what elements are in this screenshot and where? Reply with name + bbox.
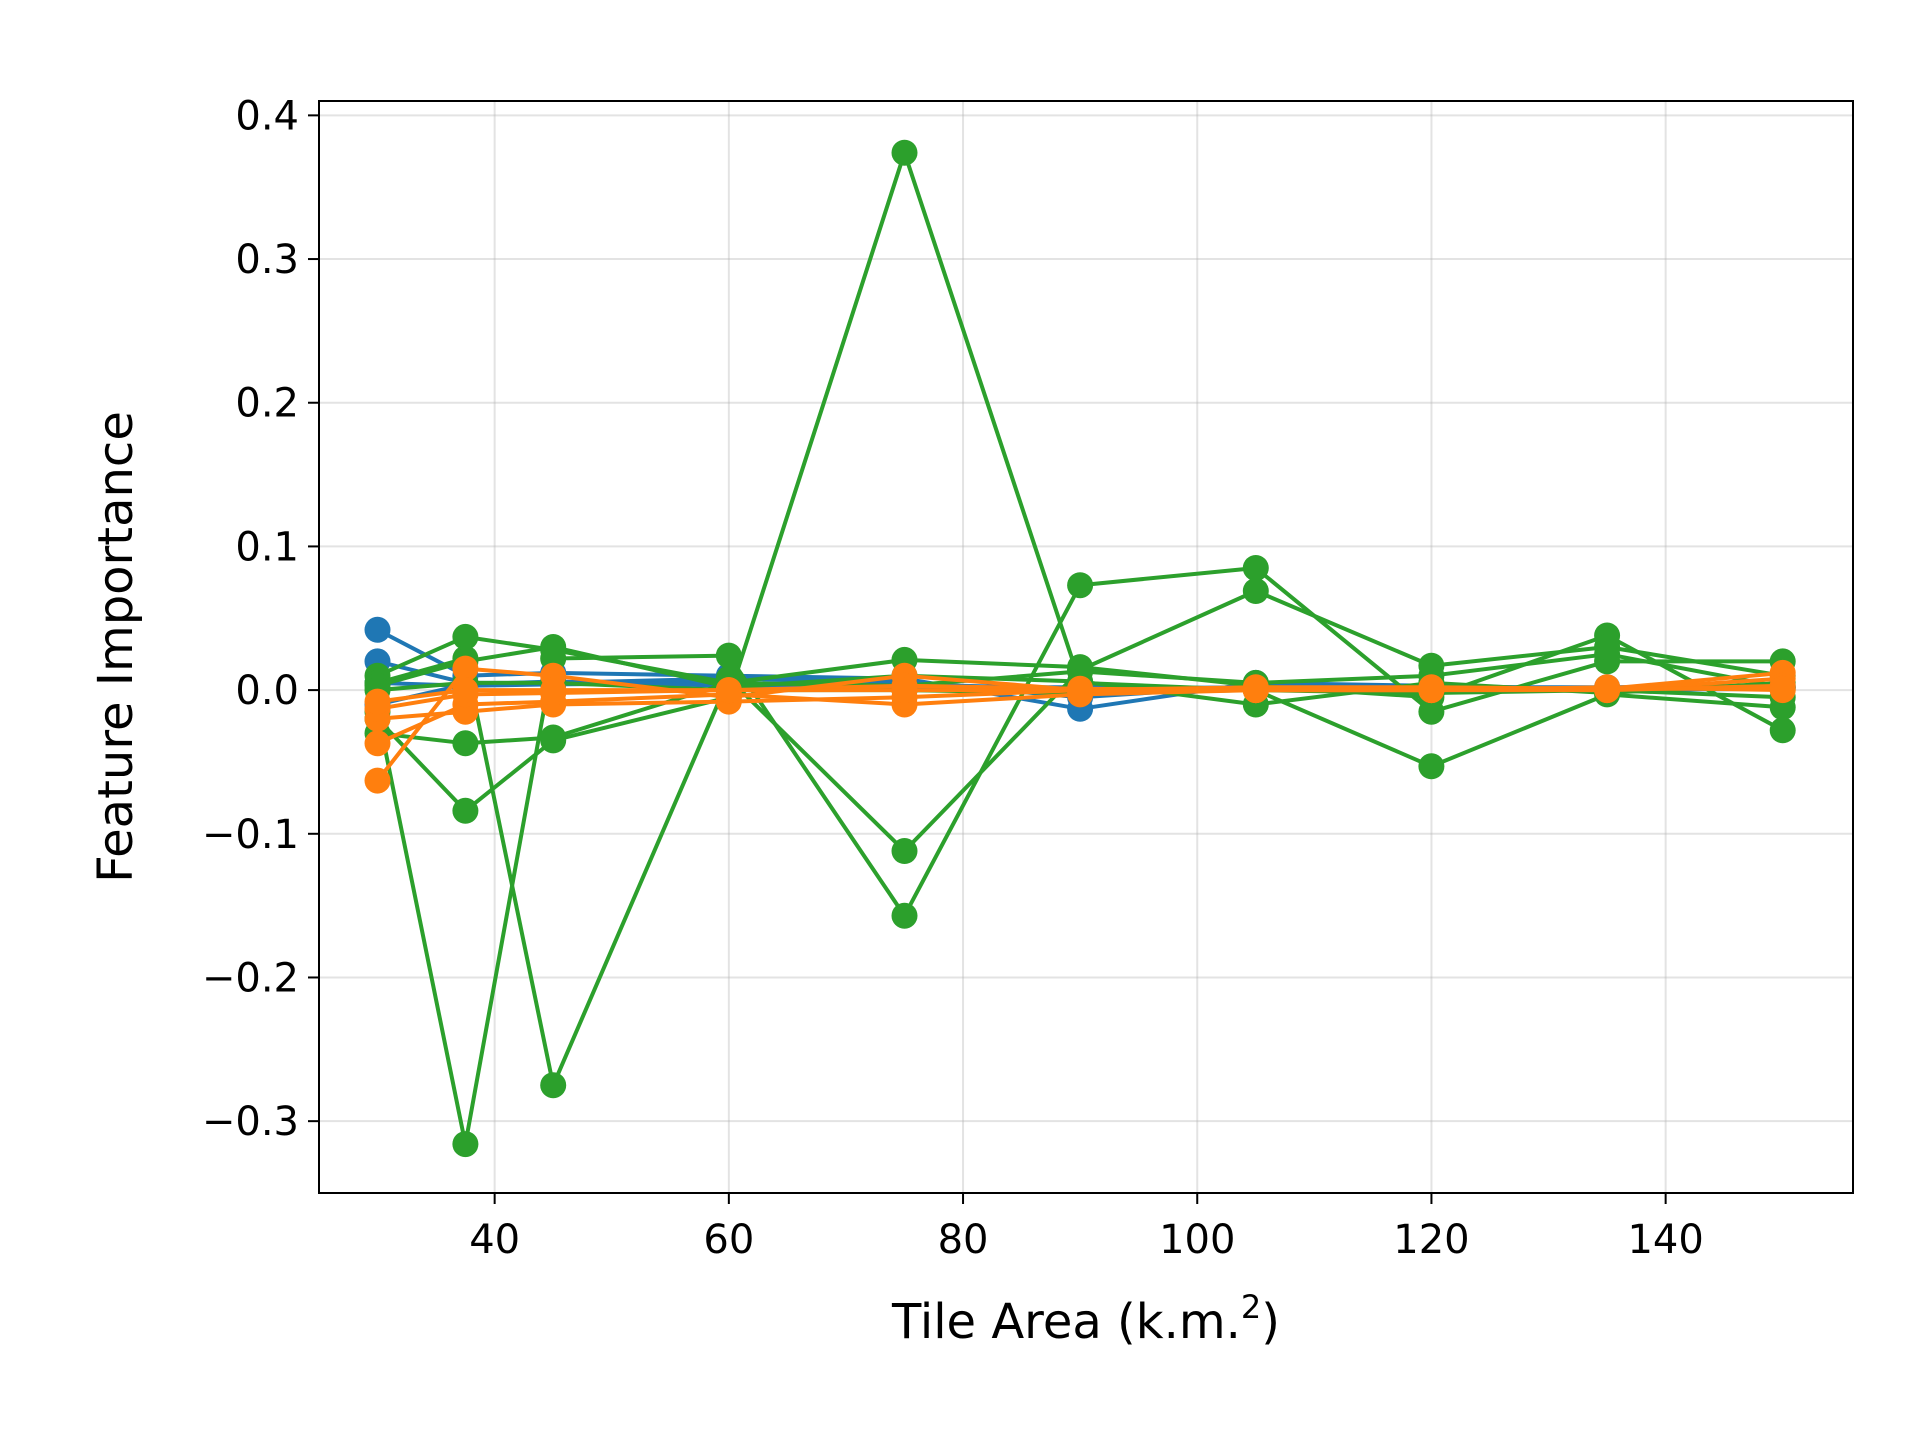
x-tick-label: 40 <box>469 1217 520 1263</box>
data-point <box>452 655 479 682</box>
data-point <box>452 677 479 704</box>
series-line <box>377 633 1784 746</box>
series-group <box>364 139 1796 1158</box>
data-point <box>891 902 918 929</box>
y-tick-label: 0.4 <box>235 93 299 139</box>
data-point <box>715 677 742 704</box>
series-line <box>376 589 1784 1088</box>
x-axis-label: Tile Area (k.m.2) <box>891 1288 1280 1350</box>
data-point <box>715 642 742 669</box>
data-point <box>364 730 391 757</box>
plot-frame <box>318 100 1854 1194</box>
x-axis-label-superscript: 2 <box>1241 1288 1261 1326</box>
data-point <box>1242 555 1269 581</box>
data-point <box>540 1072 567 1099</box>
x-tick-label: 60 <box>703 1217 754 1263</box>
y-tick-label: −0.2 <box>202 955 299 1001</box>
data-point <box>452 1131 479 1158</box>
x-axis-label-text: Tile Area (k.m. <box>891 1294 1241 1350</box>
data-point <box>1769 717 1796 744</box>
data-point <box>891 838 918 864</box>
data-point <box>452 623 479 650</box>
data-point <box>1067 572 1094 599</box>
data-point <box>891 677 918 704</box>
data-point <box>1242 578 1269 604</box>
data-point <box>364 767 391 794</box>
series-line <box>376 150 1783 813</box>
data-point <box>1418 698 1445 725</box>
data-point <box>364 688 391 715</box>
y-axis-label: Feature Importance <box>88 411 144 883</box>
data-point <box>1418 753 1445 780</box>
x-tick-label: 80 <box>938 1217 989 1263</box>
data-point <box>1067 677 1094 704</box>
data-point <box>540 727 567 754</box>
data-point <box>364 616 391 643</box>
data-point <box>1594 675 1621 702</box>
y-tick-label: 0.2 <box>235 381 299 427</box>
data-point <box>452 730 479 757</box>
data-point <box>1242 677 1269 704</box>
x-tick-label: 140 <box>1627 1217 1703 1263</box>
ticks: 40 60 80 100 120 140 0.4 0.3 0.2 0.1 0.0 −0.1 −0.2 −0… <box>202 93 1704 1263</box>
data-point <box>540 634 567 660</box>
data-point <box>1769 675 1796 702</box>
y-tick-label: 0.0 <box>235 668 299 714</box>
x-axis-label-suffix: ) <box>1261 1294 1280 1350</box>
series-line <box>377 686 1783 704</box>
y-tick-label: 0.1 <box>235 524 299 570</box>
y-tick-label: −0.1 <box>202 812 299 858</box>
data-point <box>1418 677 1445 704</box>
orange-series-16 <box>364 675 1796 715</box>
x-tick-label: 100 <box>1159 1217 1235 1263</box>
y-tick-label: 0.3 <box>235 237 299 283</box>
data-point <box>891 139 918 166</box>
data-point <box>1594 634 1621 660</box>
y-tick-label: −0.3 <box>202 1099 299 1145</box>
data-point <box>540 677 567 704</box>
data-point <box>452 797 479 824</box>
x-tick-label: 120 <box>1393 1217 1469 1263</box>
